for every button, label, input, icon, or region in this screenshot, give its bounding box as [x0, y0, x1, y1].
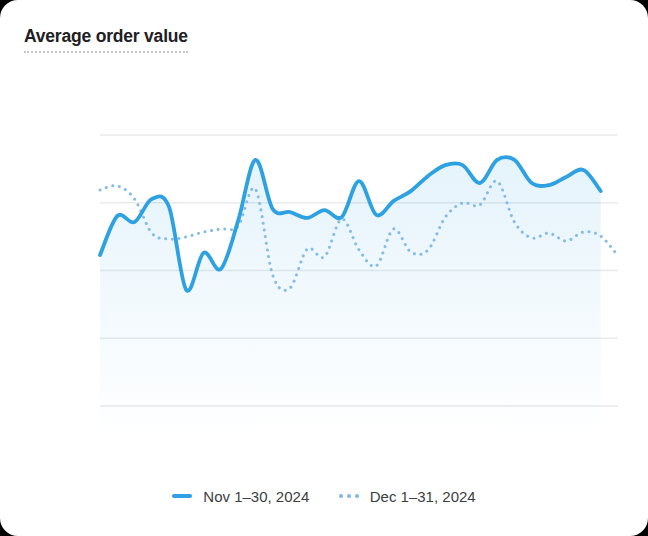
card-header: Average order value — [24, 26, 188, 53]
average-order-value-card: Average order value Nov 1–30, 2024 Dec 1… — [0, 0, 648, 536]
card-title[interactable]: Average order value — [24, 26, 188, 53]
legend-item-current-period[interactable]: Nov 1–30, 2024 — [172, 488, 309, 505]
line-chart-svg[interactable] — [0, 120, 648, 460]
chart-legend: Nov 1–30, 2024 Dec 1–31, 2024 — [0, 480, 648, 512]
legend-item-comparison-period[interactable]: Dec 1–31, 2024 — [339, 488, 475, 505]
solid-line-swatch-icon — [172, 494, 192, 498]
legend-label-comparison-period: Dec 1–31, 2024 — [370, 488, 476, 505]
line-chart[interactable] — [0, 120, 648, 460]
dotted-line-swatch-icon — [339, 494, 359, 498]
legend-label-current-period: Nov 1–30, 2024 — [203, 488, 309, 505]
series-layer — [100, 157, 618, 433]
